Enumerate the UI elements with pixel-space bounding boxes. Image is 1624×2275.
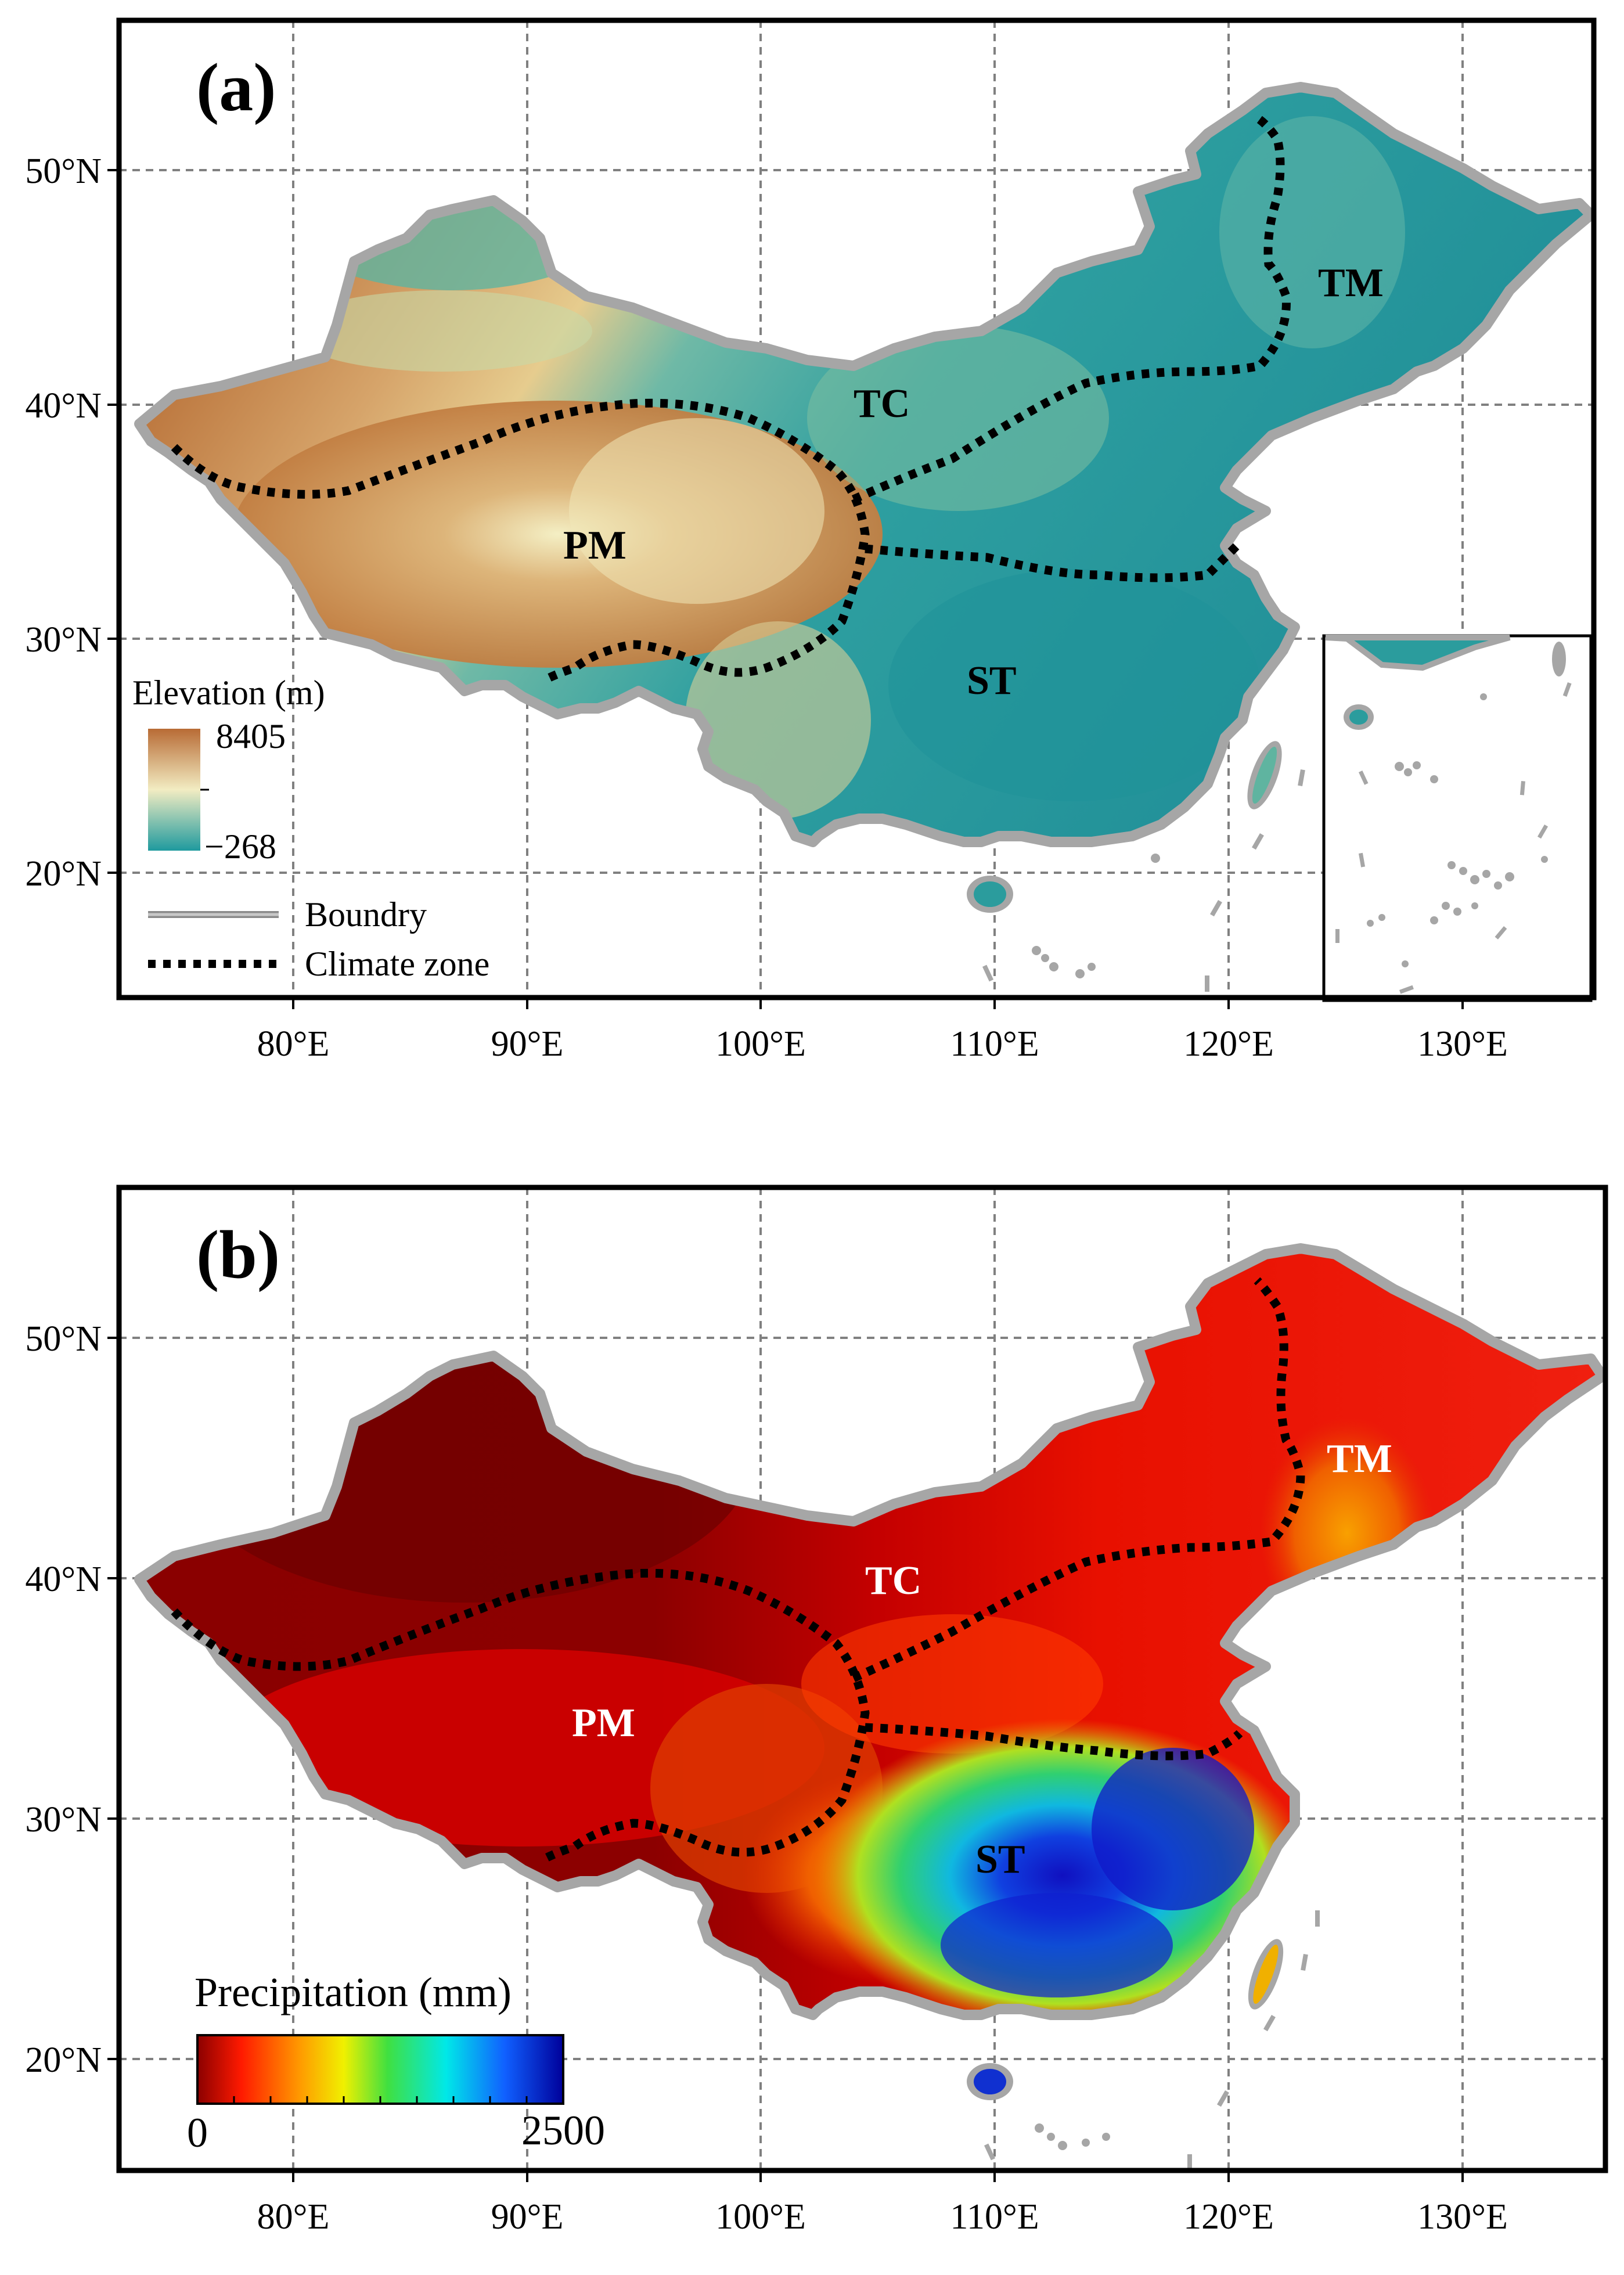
zone-label-pm-b: PM xyxy=(572,1701,635,1745)
panel-b-y-tick-labels: 50°N 40°N 30°N 20°N xyxy=(25,1319,102,2080)
y-tick-label: 20°N xyxy=(25,854,102,894)
panel-a: PM TC TM ST Elevation (m) 8405 −268 Boun… xyxy=(25,17,1597,1064)
y-tick-label: 20°N xyxy=(25,2040,102,2080)
x-tick-label: 100°E xyxy=(715,1024,806,1064)
y-tick-label: 50°N xyxy=(25,152,102,191)
y-tick-label: 40°N xyxy=(25,386,102,426)
precipitation-map xyxy=(139,1248,1603,2015)
x-tick-label: 120°E xyxy=(1183,1024,1274,1064)
precipitation-legend-min: 0 xyxy=(187,2110,208,2156)
precipitation-legend-max: 2500 xyxy=(521,2107,605,2154)
panel-a-frame xyxy=(116,17,1597,1000)
south-china-sea-inset xyxy=(1322,634,1593,1002)
panel-a-y-tick-labels: 50°N 40°N 30°N 20°N xyxy=(25,152,102,894)
x-tick-label: 80°E xyxy=(257,1024,330,1064)
panel-b-frame xyxy=(116,1185,1608,2173)
precipitation-legend-title: Precipitation (mm) xyxy=(195,1969,512,2015)
zone-label-st-a: ST xyxy=(967,658,1017,703)
zone-label-pm-a: PM xyxy=(563,523,626,568)
x-tick-label: 110°E xyxy=(950,1024,1039,1064)
zone-label-tc-b: TC xyxy=(865,1558,921,1603)
panel-b-x-tick-labels: 80°E 90°E 100°E 110°E 120°E 130°E xyxy=(257,2197,1508,2237)
x-tick-label: 120°E xyxy=(1183,2197,1274,2237)
islands-a xyxy=(967,741,1305,992)
x-tick-label: 130°E xyxy=(1417,1024,1508,1064)
zone-label-tm-b: TM xyxy=(1327,1437,1392,1481)
x-tick-label: 80°E xyxy=(257,2197,330,2237)
x-tick-label: 90°E xyxy=(491,2197,564,2237)
panel-a-label: (a) xyxy=(196,49,276,125)
zone-label-tm-a: TM xyxy=(1318,261,1384,305)
elevation-legend: Elevation (m) 8405 −268 Boundry Climate … xyxy=(132,674,489,983)
x-tick-label: 130°E xyxy=(1417,2197,1508,2237)
panel-b-axis-ticks xyxy=(107,1337,1464,2182)
y-tick-label: 30°N xyxy=(25,620,102,660)
islands-b xyxy=(967,1910,1320,2168)
elevation-legend-min: −268 xyxy=(204,827,276,866)
legend-boundary-label: Boundry xyxy=(305,895,427,934)
climate-zone-lines-b xyxy=(171,1277,1305,1862)
zone-label-tc-a: TC xyxy=(854,381,910,426)
zone-label-st-b: ST xyxy=(975,1837,1025,1882)
panel-a-x-tick-labels: 80°E 90°E 100°E 110°E 120°E 130°E xyxy=(257,1024,1508,1064)
legend-climate-zone-label: Climate zone xyxy=(305,945,489,983)
y-tick-label: 50°N xyxy=(25,1319,102,1359)
x-tick-label: 100°E xyxy=(715,2197,806,2237)
x-tick-label: 110°E xyxy=(950,2197,1039,2237)
panel-a-axis-ticks xyxy=(107,169,1464,1009)
precipitation-legend: Precipitation (mm) 0 2500 xyxy=(187,1969,605,2156)
climate-zone-lines-a xyxy=(171,112,1291,683)
elevation-legend-title: Elevation (m) xyxy=(132,674,325,712)
panel-b: PM TC TM ST Precipitation (mm) 0 2500 (b… xyxy=(25,1185,1608,2237)
elevation-legend-max: 8405 xyxy=(216,717,286,755)
panel-b-label: (b) xyxy=(196,1216,280,1293)
y-tick-label: 40°N xyxy=(25,1560,102,1599)
x-tick-label: 90°E xyxy=(491,1024,564,1064)
y-tick-label: 30°N xyxy=(25,1800,102,1840)
